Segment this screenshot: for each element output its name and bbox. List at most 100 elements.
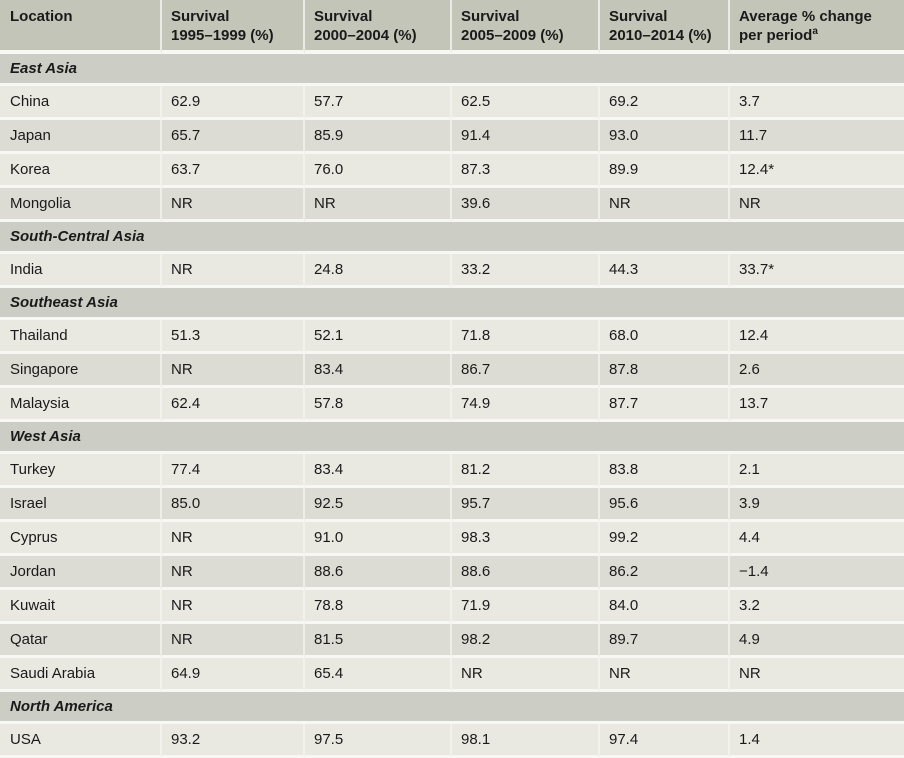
- value-cell: 3.2: [730, 590, 904, 624]
- value-cell: 91.0: [305, 522, 452, 556]
- location-cell: Malaysia: [0, 388, 162, 422]
- value-cell: 62.4: [162, 388, 305, 422]
- value-cell: 87.3: [452, 154, 600, 188]
- value-cell: 95.7: [452, 488, 600, 522]
- header-line2: 2000–2004 (%): [314, 27, 417, 44]
- section-header-row: Southeast Asia: [0, 288, 904, 320]
- column-header-average-change: Average % change per perioda: [730, 0, 904, 54]
- value-cell: 98.3: [452, 522, 600, 556]
- header-line2: 1995–1999 (%): [171, 27, 274, 44]
- location-cell: Saudi Arabia: [0, 658, 162, 692]
- value-cell: 44.3: [600, 254, 730, 288]
- value-cell: 3.7: [730, 86, 904, 120]
- value-cell: 83.4: [305, 354, 452, 388]
- value-cell: 71.9: [452, 590, 600, 624]
- section-header-row: South-Central Asia: [0, 222, 904, 254]
- table-row: Thailand 51.3 52.1 71.8 68.0 12.4: [0, 320, 904, 354]
- location-cell: Singapore: [0, 354, 162, 388]
- value-cell: 63.7: [162, 154, 305, 188]
- value-cell: 12.4: [730, 320, 904, 354]
- value-cell: 57.8: [305, 388, 452, 422]
- value-cell: NR: [452, 658, 600, 692]
- value-cell: NR: [162, 254, 305, 288]
- table-row: Korea 63.7 76.0 87.3 89.9 12.4*: [0, 154, 904, 188]
- value-cell: 88.6: [305, 556, 452, 590]
- value-cell: 68.0: [600, 320, 730, 354]
- value-cell: 57.7: [305, 86, 452, 120]
- table-row: Japan 65.7 85.9 91.4 93.0 11.7: [0, 120, 904, 154]
- section-header-label: North America: [0, 692, 904, 724]
- table-header: Location Survival 1995–1999 (%) Survival…: [0, 0, 904, 54]
- table-row: Qatar NR 81.5 98.2 89.7 4.9: [0, 624, 904, 658]
- value-cell: 86.7: [452, 354, 600, 388]
- value-cell: 93.0: [600, 120, 730, 154]
- column-header-location: Location: [0, 0, 162, 54]
- value-cell: NR: [600, 658, 730, 692]
- value-cell: 24.8: [305, 254, 452, 288]
- header-line2: 2005–2009 (%): [461, 27, 564, 44]
- section-header-label: West Asia: [0, 422, 904, 454]
- value-cell: 52.1: [305, 320, 452, 354]
- value-cell: 74.9: [452, 388, 600, 422]
- section-header-row: North America: [0, 692, 904, 724]
- value-cell: 76.0: [305, 154, 452, 188]
- location-cell: Qatar: [0, 624, 162, 658]
- table-row: Kuwait NR 78.8 71.9 84.0 3.2: [0, 590, 904, 624]
- header-line2: per perioda: [739, 26, 900, 45]
- value-cell: 85.0: [162, 488, 305, 522]
- header-line2-text: per period: [739, 27, 813, 44]
- value-cell: 89.9: [600, 154, 730, 188]
- value-cell: 65.7: [162, 120, 305, 154]
- section-header-row: West Asia: [0, 422, 904, 454]
- value-cell: 62.9: [162, 86, 305, 120]
- location-cell: Israel: [0, 488, 162, 522]
- value-cell: 78.8: [305, 590, 452, 624]
- table-row: India NR 24.8 33.2 44.3 33.7*: [0, 254, 904, 288]
- section-header-label: South-Central Asia: [0, 222, 904, 254]
- location-cell: Thailand: [0, 320, 162, 354]
- value-cell: NR: [730, 658, 904, 692]
- value-cell: NR: [162, 556, 305, 590]
- header-line1: Survival: [609, 8, 668, 25]
- table-row: China 62.9 57.7 62.5 69.2 3.7: [0, 86, 904, 120]
- value-cell: 91.4: [452, 120, 600, 154]
- value-cell: NR: [162, 188, 305, 222]
- value-cell: 33.7*: [730, 254, 904, 288]
- value-cell: −1.4: [730, 556, 904, 590]
- value-cell: 3.9: [730, 488, 904, 522]
- column-header-survival-1995-1999: Survival 1995–1999 (%): [162, 0, 305, 54]
- value-cell: 86.2: [600, 556, 730, 590]
- header-line1: Survival: [461, 8, 520, 25]
- section-header-label: Southeast Asia: [0, 288, 904, 320]
- value-cell: 87.8: [600, 354, 730, 388]
- value-cell: 83.4: [305, 454, 452, 488]
- value-cell: 64.9: [162, 658, 305, 692]
- value-cell: 71.8: [452, 320, 600, 354]
- header-row: Location Survival 1995–1999 (%) Survival…: [0, 0, 904, 54]
- value-cell: 1.4: [730, 724, 904, 758]
- location-cell: Turkey: [0, 454, 162, 488]
- value-cell: NR: [162, 522, 305, 556]
- table-row: Malaysia 62.4 57.8 74.9 87.7 13.7: [0, 388, 904, 422]
- value-cell: NR: [600, 188, 730, 222]
- value-cell: 51.3: [162, 320, 305, 354]
- table-row: Jordan NR 88.6 88.6 86.2 −1.4: [0, 556, 904, 590]
- value-cell: 97.4: [600, 724, 730, 758]
- value-cell: 13.7: [730, 388, 904, 422]
- value-cell: 88.6: [452, 556, 600, 590]
- value-cell: 12.4*: [730, 154, 904, 188]
- location-cell: Jordan: [0, 556, 162, 590]
- location-cell: China: [0, 86, 162, 120]
- table-row: Cyprus NR 91.0 98.3 99.2 4.4: [0, 522, 904, 556]
- table-row: Singapore NR 83.4 86.7 87.8 2.6: [0, 354, 904, 388]
- footnote-marker: a: [812, 26, 818, 37]
- value-cell: NR: [305, 188, 452, 222]
- value-cell: NR: [730, 188, 904, 222]
- value-cell: NR: [162, 354, 305, 388]
- value-cell: 83.8: [600, 454, 730, 488]
- value-cell: 77.4: [162, 454, 305, 488]
- value-cell: 92.5: [305, 488, 452, 522]
- section-header-label: East Asia: [0, 54, 904, 86]
- value-cell: 87.7: [600, 388, 730, 422]
